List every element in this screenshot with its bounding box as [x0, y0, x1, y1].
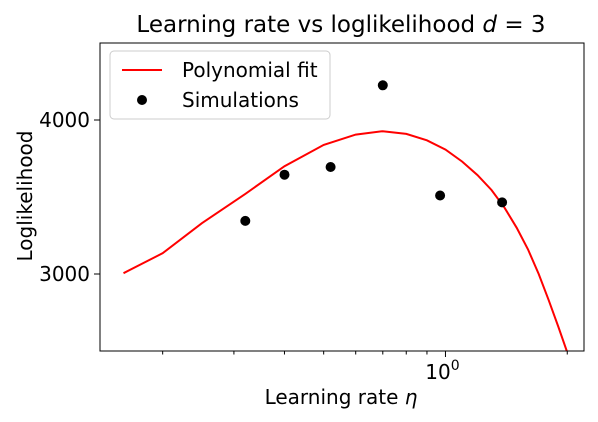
x-axis-label: Learning rate η [265, 385, 418, 409]
legend-label-fit: Polynomial fit [182, 58, 318, 82]
chart-title: Learning rate vs loglikelihood d = 3 [136, 12, 545, 38]
x-tick-label: 100 [425, 358, 459, 384]
simulation-point [325, 162, 336, 172]
polynomial-fit-line [123, 130, 568, 351]
plot-frame [99, 42, 585, 352]
simulation-point [435, 190, 446, 201]
legend-point-swatch [137, 95, 147, 105]
y-tick-label: 3000 [39, 262, 90, 286]
simulation-point [497, 197, 508, 208]
plot-area: 3000 4000 100 Polynomial fit Simulations [39, 42, 585, 384]
y-axis-label: Loglikelihood [13, 131, 37, 262]
legend-label-simulations: Simulations [182, 88, 299, 112]
simulation-point [240, 215, 251, 226]
legend-box [109, 50, 331, 120]
y-tick-label: 4000 [39, 108, 90, 132]
simulation-point [279, 169, 290, 180]
simulation-point [377, 80, 388, 91]
